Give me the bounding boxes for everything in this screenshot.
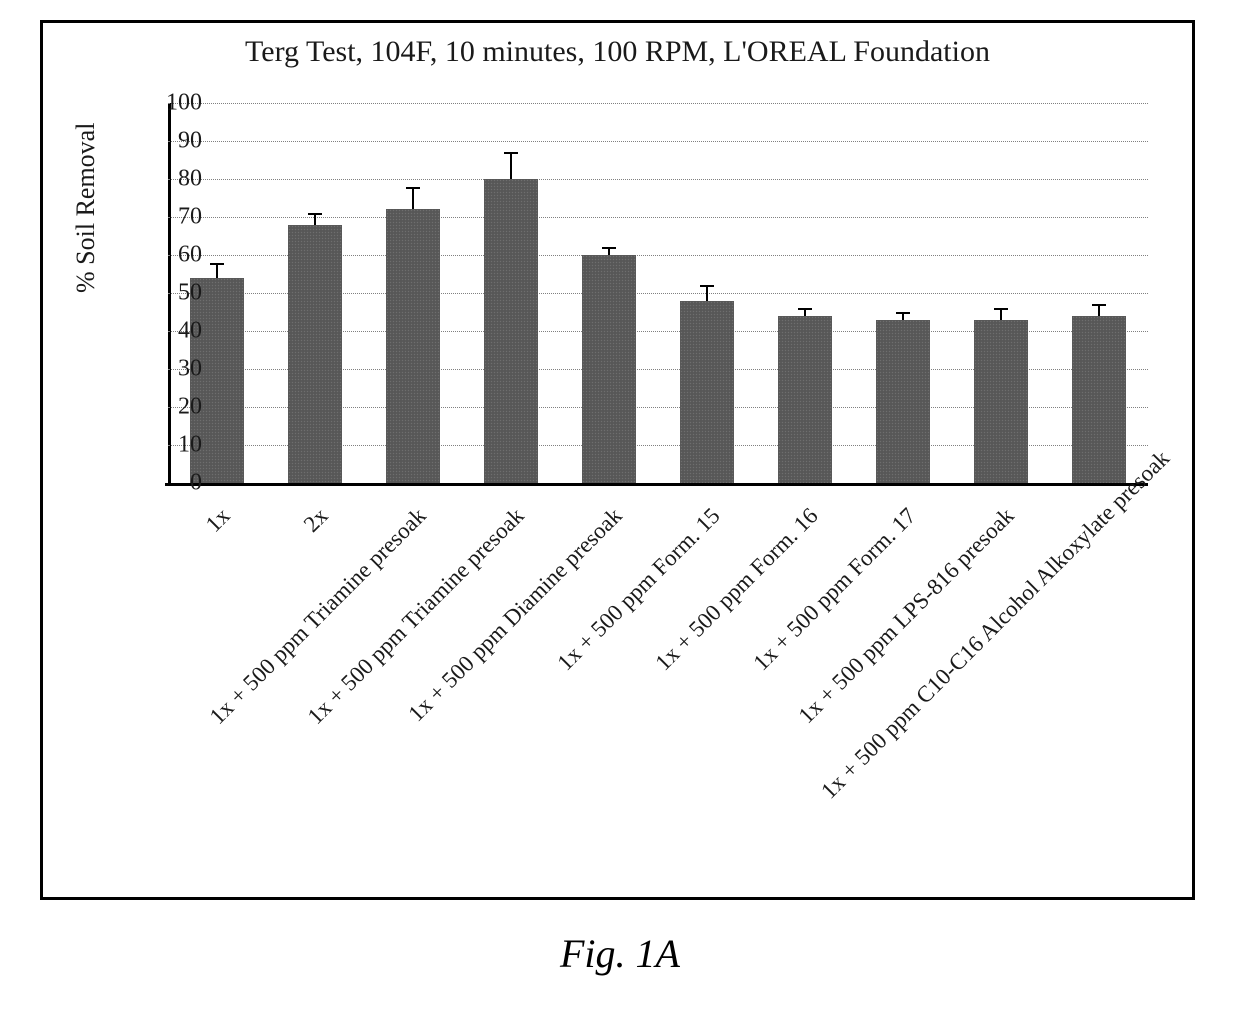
y-axis-label: % Soil Removal [71, 123, 101, 293]
gridline [168, 103, 1148, 104]
error-bar-cap [504, 152, 518, 154]
error-bar-cap [1092, 304, 1106, 306]
bar [484, 179, 538, 483]
error-bar-stem [412, 187, 414, 210]
error-bar-cap [994, 308, 1008, 310]
figure-frame: Terg Test, 104F, 10 minutes, 100 RPM, L'… [40, 20, 1195, 900]
chart-title: Terg Test, 104F, 10 minutes, 100 RPM, L'… [43, 35, 1192, 69]
bar [1072, 316, 1126, 483]
plot-area [168, 103, 1148, 483]
error-bar-cap [798, 308, 812, 310]
bar [582, 255, 636, 483]
error-bar-cap [308, 213, 322, 215]
y-tick-label: 40 [142, 318, 202, 345]
y-tick-label: 100 [142, 90, 202, 117]
y-tick-label: 30 [142, 356, 202, 383]
y-tick-label: 0 [142, 470, 202, 497]
gridline [168, 141, 1148, 142]
y-tick-label: 80 [142, 166, 202, 193]
y-tick-label: 10 [142, 432, 202, 459]
y-tick-label: 20 [142, 394, 202, 421]
bar [288, 225, 342, 483]
error-bar-cap [602, 247, 616, 249]
error-bar-stem [216, 263, 218, 278]
bar [386, 209, 440, 483]
error-bar-stem [706, 285, 708, 300]
page: Terg Test, 104F, 10 minutes, 100 RPM, L'… [0, 0, 1240, 1026]
y-tick-label: 90 [142, 128, 202, 155]
x-axis [165, 483, 1148, 486]
figure-caption: Fig. 1A [0, 930, 1240, 977]
y-tick-label: 50 [142, 280, 202, 307]
bar [876, 320, 930, 483]
error-bar-cap [406, 187, 420, 189]
bar [680, 301, 734, 483]
error-bar-cap [210, 263, 224, 265]
bar [778, 316, 832, 483]
bar [974, 320, 1028, 483]
error-bar-cap [700, 285, 714, 287]
error-bar-cap [896, 312, 910, 314]
y-tick-label: 70 [142, 204, 202, 231]
y-tick-label: 60 [142, 242, 202, 269]
gridline [168, 179, 1148, 180]
error-bar-stem [510, 152, 512, 179]
